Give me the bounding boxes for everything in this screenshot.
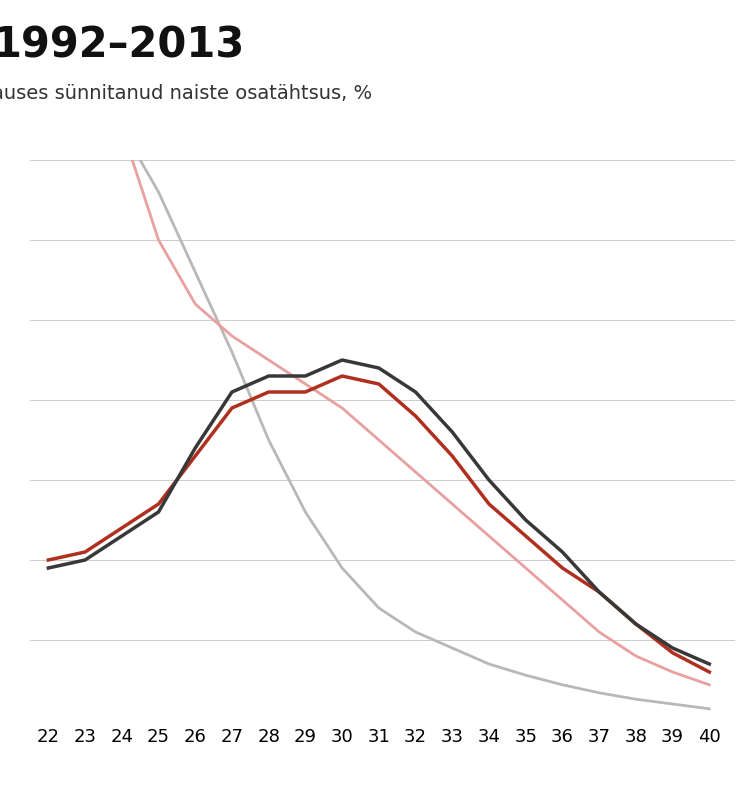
Text: auses sünnitanud naiste osatähtsus, %: auses sünnitanud naiste osatähtsus, % [0,84,373,103]
Text: 1992–2013: 1992–2013 [0,24,244,66]
